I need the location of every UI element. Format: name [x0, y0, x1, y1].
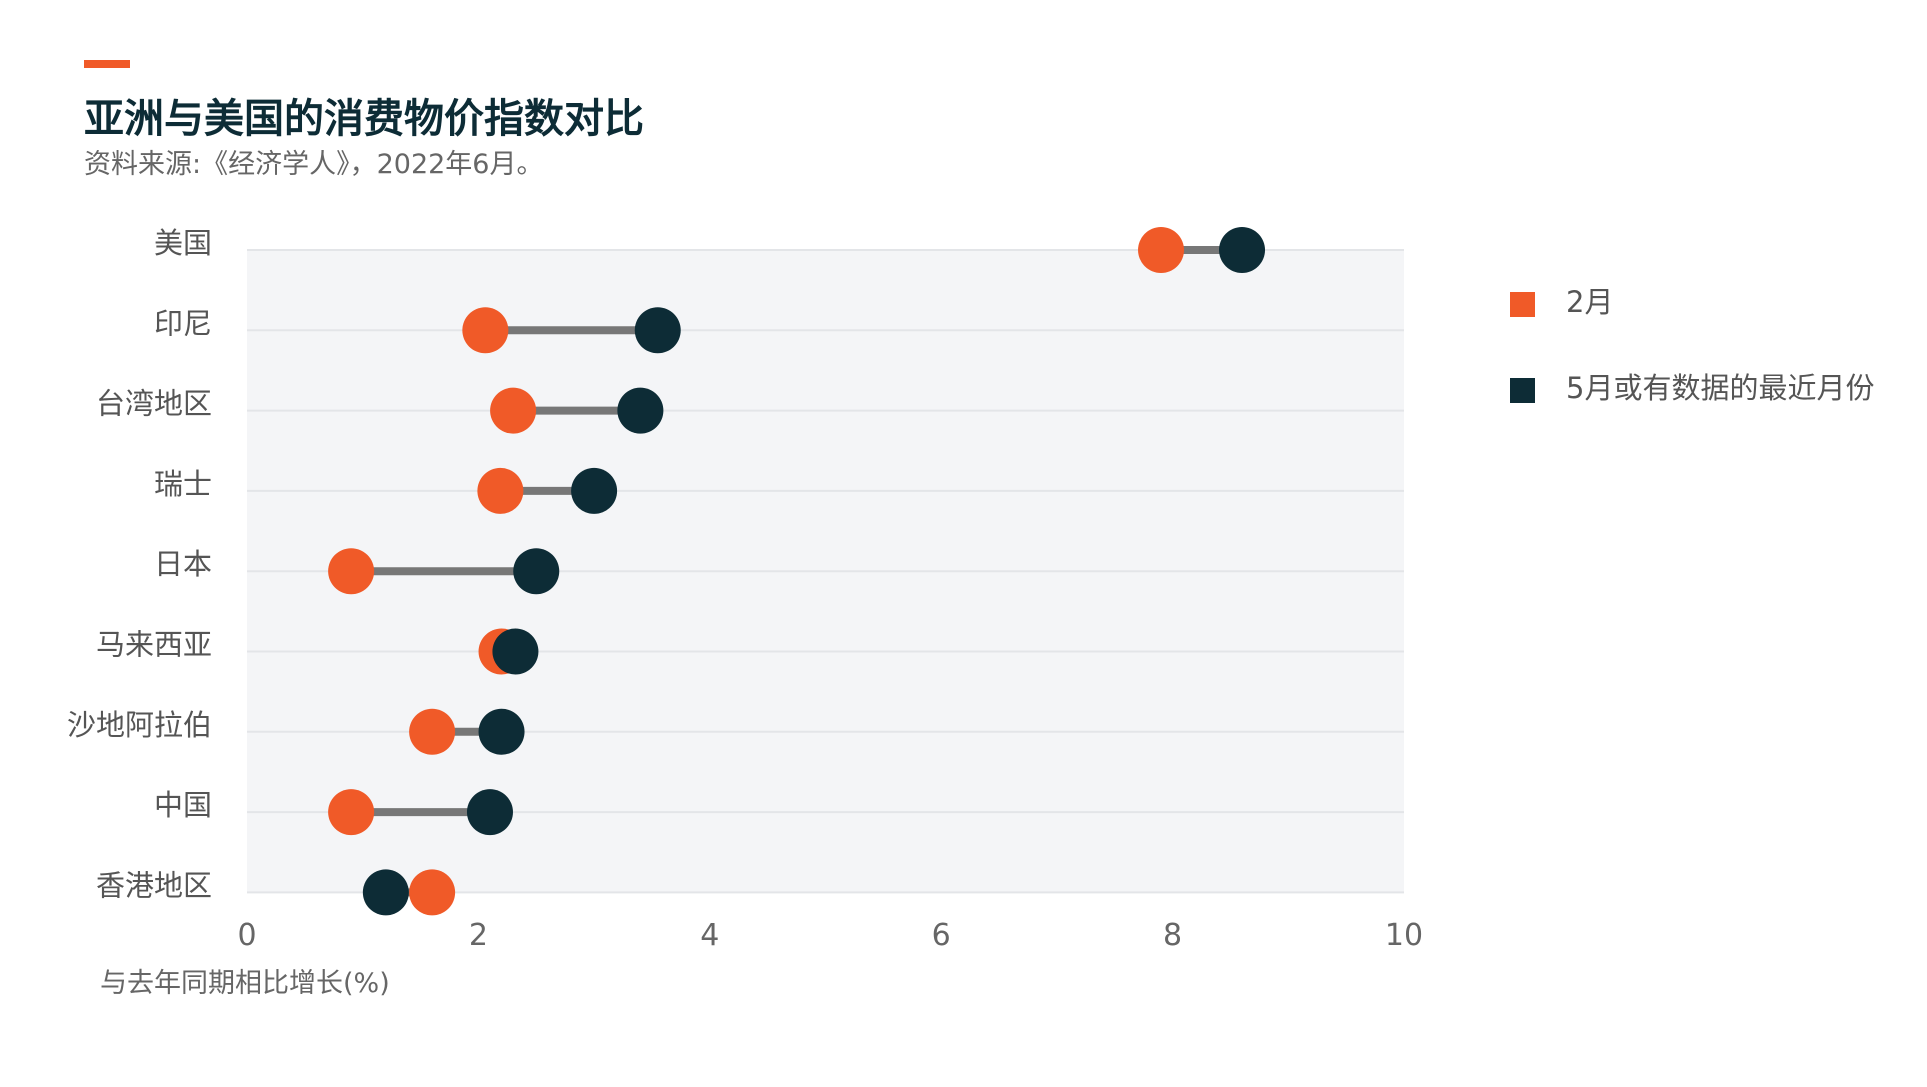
category-label: 瑞士	[154, 467, 212, 501]
point-may	[513, 548, 560, 595]
point-may	[634, 307, 681, 354]
legend-label: 2月	[1566, 285, 1613, 319]
x-tick-label: 10	[1385, 918, 1423, 953]
category-label: 美国	[154, 226, 212, 260]
legend-swatch-feb	[1510, 292, 1535, 317]
chart-title: 亚洲与美国的消费物价指数对比	[84, 96, 644, 142]
x-tick-label: 2	[469, 918, 488, 953]
x-tick-labels: 0 2 4 6 8 10	[237, 918, 1423, 953]
legend-label: 5月或有数据的最近月份	[1566, 371, 1874, 405]
point-may	[466, 789, 513, 836]
category-label: 日本	[154, 547, 212, 581]
point-feb	[477, 467, 524, 514]
x-tick-label: 6	[932, 918, 951, 953]
legend: 2月 5月或有数据的最近月份	[1510, 285, 1874, 405]
legend-swatch-may	[1510, 378, 1535, 403]
x-tick-label: 0	[237, 918, 256, 953]
category-label: 香港地区	[96, 868, 212, 902]
point-feb	[462, 307, 509, 354]
point-feb	[409, 708, 456, 755]
point-may	[478, 708, 525, 755]
x-axis-label: 与去年同期相比增长(%)	[100, 968, 390, 999]
chart-subtitle: 资料来源:《经济学人》，2022年6月。	[84, 149, 544, 180]
point-may	[571, 467, 618, 514]
title-accent-bar	[84, 60, 130, 68]
category-label: 沙地阿拉伯	[67, 708, 212, 742]
point-may	[617, 387, 664, 434]
point-feb	[328, 548, 375, 595]
category-label: 中国	[154, 788, 212, 822]
points	[328, 227, 1266, 916]
point-feb	[409, 869, 456, 916]
point-feb	[328, 789, 375, 836]
point-may	[362, 869, 409, 916]
point-feb	[1138, 227, 1185, 273]
x-tick-label: 8	[1163, 918, 1182, 953]
category-label: 印尼	[154, 306, 212, 340]
point-feb	[490, 387, 537, 434]
category-label: 台湾地区	[96, 387, 212, 421]
category-label: 马来西亚	[96, 628, 212, 662]
x-tick-label: 4	[700, 918, 719, 953]
point-may	[1219, 227, 1266, 273]
point-may	[492, 628, 539, 675]
